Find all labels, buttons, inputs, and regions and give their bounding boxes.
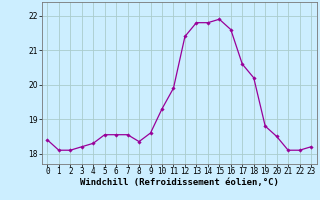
X-axis label: Windchill (Refroidissement éolien,°C): Windchill (Refroidissement éolien,°C) bbox=[80, 178, 279, 187]
